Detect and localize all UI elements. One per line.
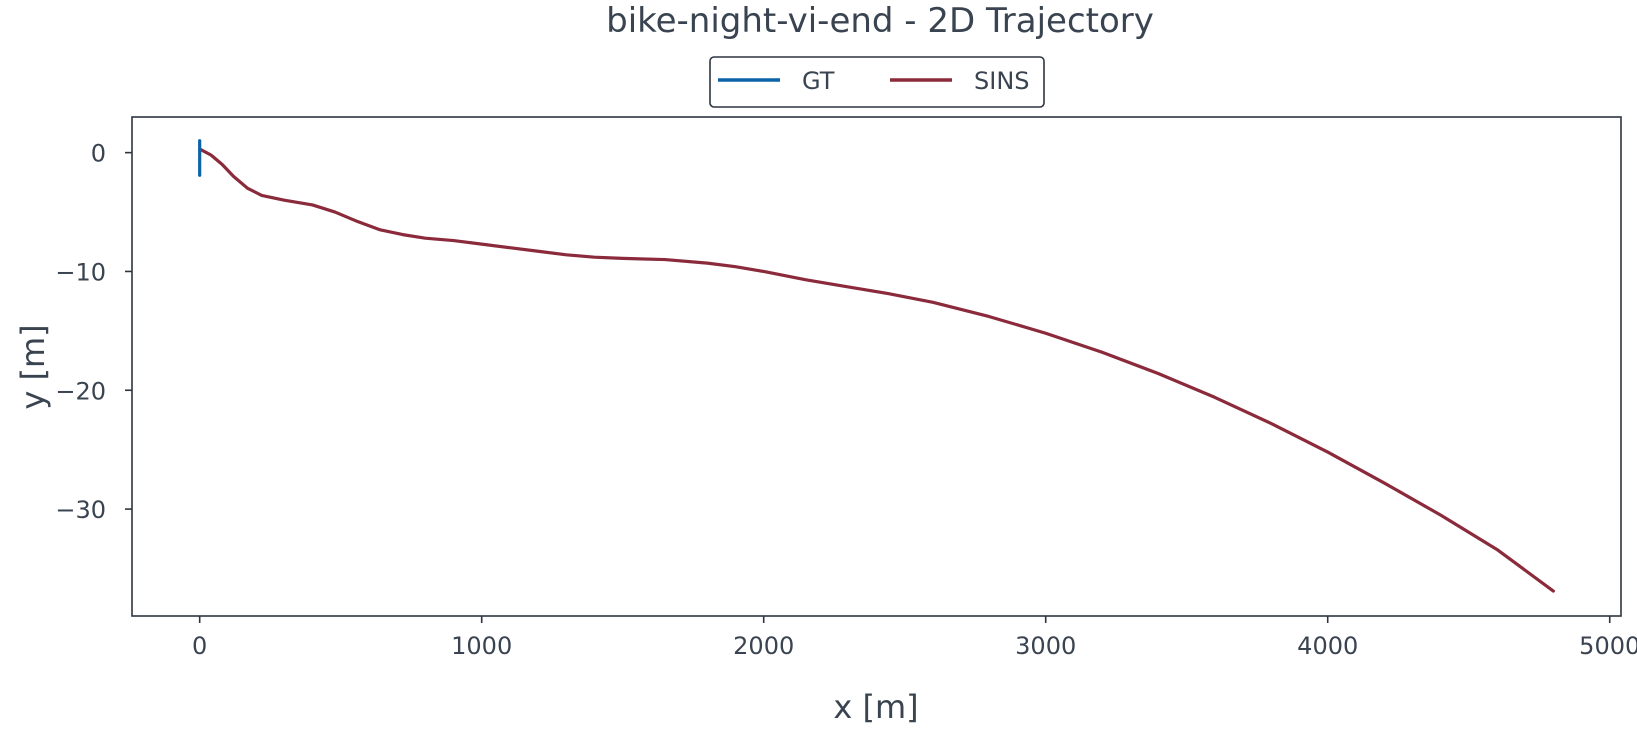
y-tick-label: 0: [91, 140, 106, 168]
legend-label-gt: GT: [802, 67, 835, 95]
x-tick-label: 4000: [1297, 632, 1358, 660]
legend-box: [709, 56, 1045, 108]
legend: GT SINS: [709, 56, 1045, 108]
x-axis-label: x [m]: [833, 688, 918, 726]
y-tick-label: −30: [55, 496, 106, 524]
x-tick-label: 1000: [451, 632, 512, 660]
y-tick-label: −20: [55, 377, 106, 405]
chart-title: bike-night-vi-end - 2D Trajectory: [606, 1, 1154, 41]
x-tick-label: 5000: [1579, 632, 1637, 660]
legend-label-sins: SINS: [974, 67, 1030, 95]
y-tick-label: −10: [55, 258, 106, 286]
x-tick-label: 3000: [1015, 632, 1076, 660]
x-axis-ticks: 0 1000 2000 3000 4000 5000: [192, 616, 1637, 660]
x-tick-label: 0: [192, 632, 207, 660]
y-axis-ticks: 0 −10 −20 −30: [55, 140, 132, 524]
plot-frame: [131, 116, 1622, 617]
series-line-sins: [198, 147, 1555, 593]
series-layer: [198, 139, 1555, 593]
x-tick-label: 2000: [733, 632, 794, 660]
y-axis-label: y [m]: [14, 324, 52, 409]
